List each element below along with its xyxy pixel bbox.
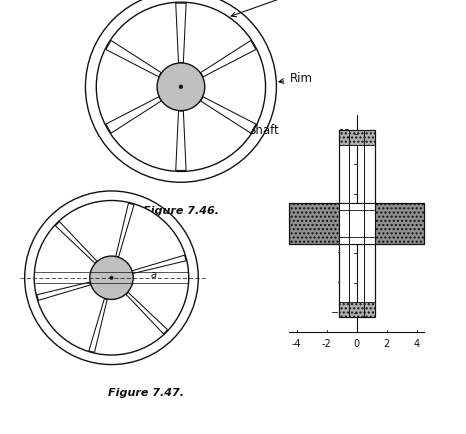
Bar [339, 302, 375, 317]
Text: −8: −8 [337, 278, 351, 288]
Bar [339, 130, 375, 317]
Circle shape [110, 276, 113, 279]
Polygon shape [201, 40, 256, 77]
Text: 8: 8 [345, 159, 351, 169]
Circle shape [179, 85, 183, 89]
Circle shape [85, 0, 276, 182]
Polygon shape [37, 282, 90, 300]
Text: Shaft: Shaft [197, 98, 279, 137]
Polygon shape [55, 222, 97, 263]
Polygon shape [126, 293, 168, 334]
Text: -2: -2 [322, 339, 332, 349]
Polygon shape [132, 255, 186, 273]
Text: a: a [151, 270, 157, 280]
Bar [289, 203, 424, 244]
Text: −12: −12 [331, 308, 351, 318]
Text: 4: 4 [345, 189, 351, 199]
Bar [339, 210, 375, 237]
Bar [339, 203, 375, 244]
Polygon shape [89, 299, 107, 352]
Text: 12: 12 [339, 129, 351, 139]
Text: 0: 0 [354, 339, 360, 349]
Text: Spoke: Spoke [231, 0, 319, 16]
Text: 4: 4 [414, 339, 420, 349]
Polygon shape [106, 97, 161, 133]
Text: 2: 2 [384, 339, 390, 349]
Text: −4: −4 [337, 248, 351, 258]
Bar [289, 203, 424, 244]
Circle shape [96, 2, 266, 171]
Text: Figure 7.46.: Figure 7.46. [143, 206, 219, 216]
Bar [339, 210, 375, 237]
Circle shape [34, 201, 189, 355]
Text: -4: -4 [292, 339, 302, 349]
Polygon shape [106, 40, 161, 77]
Polygon shape [116, 203, 134, 257]
Circle shape [90, 256, 133, 299]
Text: Rim: Rim [279, 72, 312, 85]
Polygon shape [201, 97, 256, 133]
Polygon shape [176, 111, 186, 171]
Text: Figure 7.47.: Figure 7.47. [108, 388, 184, 398]
Circle shape [25, 191, 198, 365]
Bar [339, 130, 375, 317]
Bar [339, 130, 375, 145]
Polygon shape [176, 3, 186, 62]
Circle shape [157, 63, 205, 111]
